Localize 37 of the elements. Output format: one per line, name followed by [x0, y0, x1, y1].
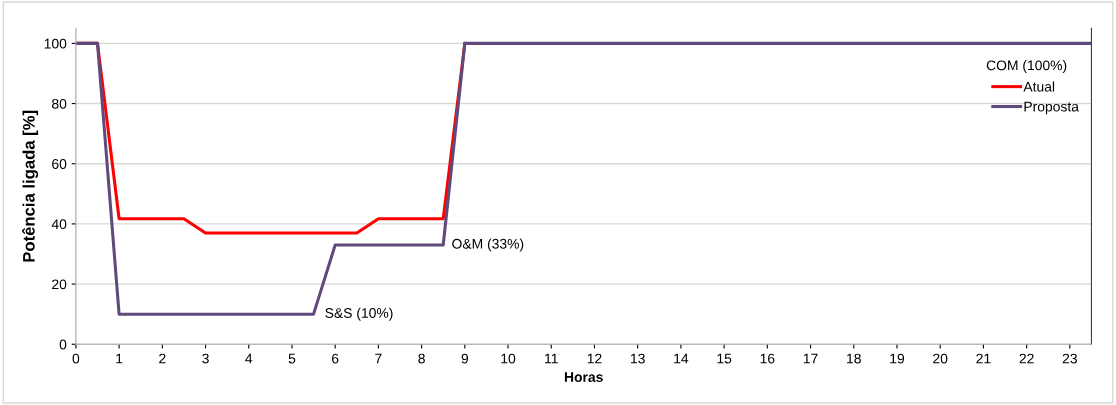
annotation: S&S (10%): [325, 307, 393, 321]
x-tick-label: 20: [933, 353, 948, 364]
x-tick-label: 15: [717, 353, 732, 364]
x-tick-label: 0: [72, 353, 80, 364]
x-tick-label: 18: [847, 353, 861, 364]
x-tick-label: 22: [1019, 353, 1034, 364]
x-tick-label: 8: [418, 353, 425, 364]
y-tick-label: 60: [52, 159, 67, 169]
legend-label: Atual: [1023, 81, 1055, 92]
y-tick-label: 20: [52, 279, 67, 290]
x-tick-label: 23: [1062, 353, 1077, 364]
annotation: COM (100%): [986, 60, 1067, 73]
x-tick-label: 10: [501, 353, 516, 364]
x-tick-label: 2: [159, 353, 166, 364]
x-tick-label: 19: [890, 353, 905, 364]
x-tick-label: 7: [375, 353, 382, 364]
y-tick-label: 40: [51, 219, 67, 230]
annotation: O&M (33%): [452, 238, 524, 252]
x-tick-label: 4: [245, 353, 253, 364]
x-tick-label: 17: [803, 353, 818, 364]
x-tick-label: 11: [545, 353, 558, 364]
x-tick-label: 13: [631, 353, 645, 364]
x-tick-label: 12: [587, 353, 602, 364]
x-tick-label: 9: [461, 353, 469, 364]
y-tick-label: 100: [44, 38, 67, 49]
x-axis-title: Horas: [564, 372, 603, 382]
x-tick-label: 14: [674, 353, 689, 364]
x-tick-label: 1: [116, 353, 123, 364]
legend-label: Proposta: [1024, 101, 1079, 115]
x-tick-label: 16: [760, 353, 775, 364]
x-tick-label: 3: [202, 353, 209, 364]
x-tick-label: 5: [288, 353, 296, 364]
y-axis-title: Potência ligada [%]: [22, 110, 39, 262]
y-tick-label: 80: [52, 98, 67, 109]
x-tick-label: 6: [332, 353, 339, 364]
x-tick-label: 21: [976, 353, 991, 364]
y-tick-label: 0: [59, 339, 67, 350]
